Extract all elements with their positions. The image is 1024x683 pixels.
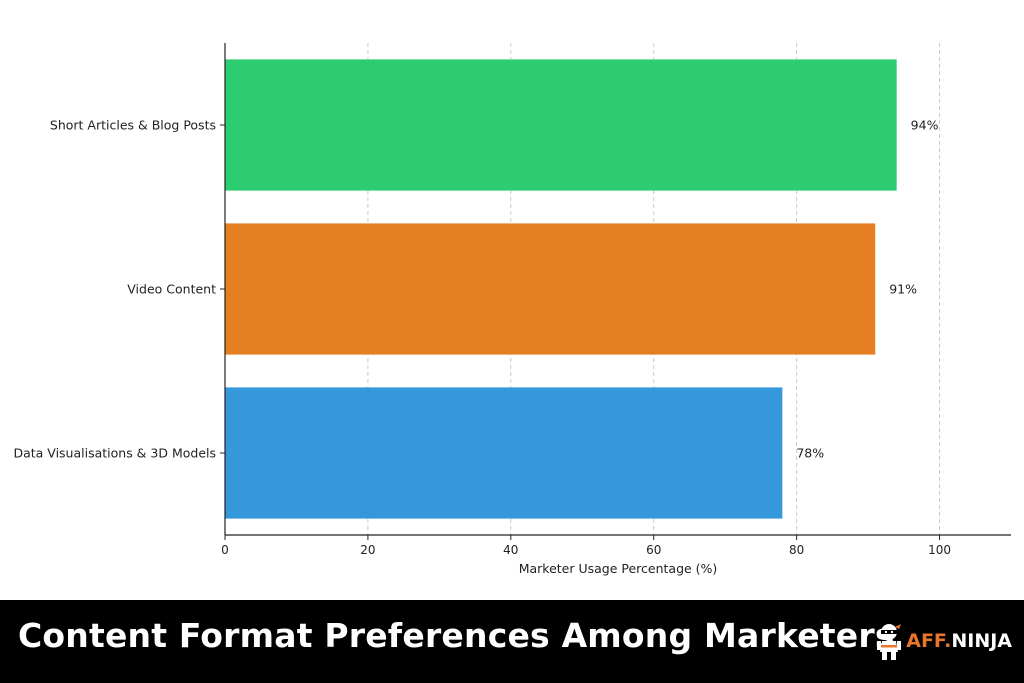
logo-text: AFF.NINJA <box>906 630 1012 652</box>
x-tick-label: 60 <box>646 543 661 557</box>
category-label: Short Articles & Blog Posts <box>50 118 216 133</box>
footer-banner: Content Format Preferences Among Markete… <box>0 600 1024 683</box>
logo-accent-text: AFF. <box>906 630 952 652</box>
x-tick-label: 80 <box>789 543 804 557</box>
category-label: Data Visualisations & 3D Models <box>13 446 216 461</box>
chart-area: 0 20 40 60 80 100 Short Articles & Blog Posts 9… <box>13 43 1011 576</box>
x-tick-label: 40 <box>503 543 518 557</box>
bars <box>225 59 897 519</box>
ninja-icon <box>877 624 902 660</box>
logo-main-text: NINJA <box>951 630 1012 652</box>
x-tick-label: 20 <box>360 543 375 557</box>
bar <box>225 59 897 191</box>
x-tick-label: 100 <box>928 543 951 557</box>
x-tick-label: 0 <box>221 543 229 557</box>
bar-chart: 0 20 40 60 80 100 Short Articles & Blog Posts 9… <box>13 43 1011 576</box>
x-axis-label: Marketer Usage Percentage (%) <box>519 561 718 576</box>
brand-logo: AFF.NINJA <box>875 621 1012 661</box>
bar <box>225 223 876 355</box>
value-label: 91% <box>889 282 917 297</box>
value-label: 78% <box>796 446 824 461</box>
page-title: Content Format Preferences Among Markete… <box>18 616 895 655</box>
bar <box>225 387 783 519</box>
value-label: 94% <box>911 118 939 133</box>
labels: 0 20 40 60 80 100 Short Articles & Blog Posts 9… <box>13 118 951 558</box>
axes <box>220 43 1011 540</box>
category-label: Video Content <box>127 282 216 297</box>
